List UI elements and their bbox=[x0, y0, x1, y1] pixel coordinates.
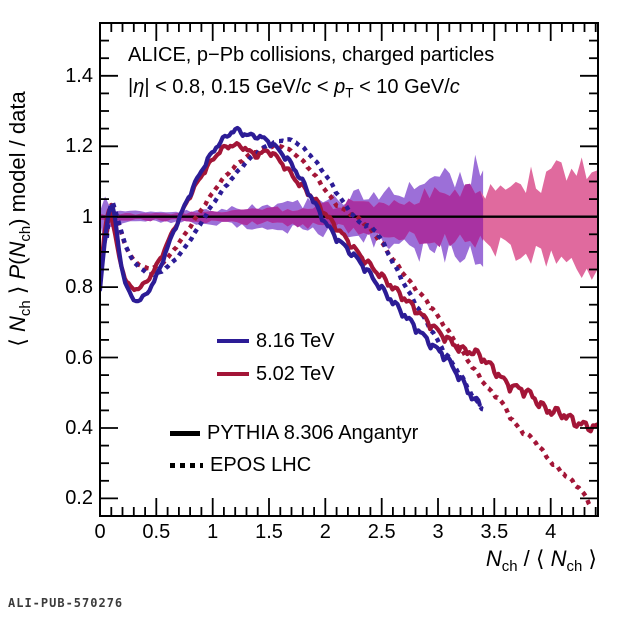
axis-ticks bbox=[100, 23, 598, 516]
legend-line-8.16-tev bbox=[217, 338, 249, 344]
y-tick-label: 0.6 bbox=[65, 346, 93, 369]
x-tick-label: 4 bbox=[545, 521, 557, 543]
legend-entry-pythia: PYTHIA 8.306 Angantyr bbox=[170, 422, 418, 444]
y-tick-label: 0.2 bbox=[65, 487, 93, 510]
curve-epos-lhc-8.16-tev bbox=[104, 137, 484, 412]
y-tick-label: 1.2 bbox=[65, 135, 93, 158]
y-tick-label: 1 bbox=[81, 205, 93, 228]
curve-pythia-8.306-angantyr-5.02-tev bbox=[101, 141, 597, 434]
x-tick-label: 3 bbox=[432, 521, 444, 543]
y-tick-label: 0.4 bbox=[65, 416, 93, 439]
legend-entry-5.02-tev: 5.02 TeV bbox=[217, 363, 335, 385]
plot-annotation-kinematics: |η| < 0.8, 0.15 GeV/c < pT < 10 GeV/c bbox=[128, 76, 460, 101]
x-tick-label: 2.5 bbox=[367, 521, 396, 543]
x-tick-label: 1 bbox=[207, 521, 219, 543]
curve-epos-lhc-5.02-tev bbox=[104, 143, 593, 507]
legend-entry-8.16-tev: 8.16 TeV bbox=[217, 330, 335, 352]
legend-label: EPOS LHC bbox=[210, 453, 312, 476]
x-tick-label: 0 bbox=[94, 521, 106, 543]
legend-line-dotted bbox=[170, 462, 203, 468]
legend-line-solid bbox=[170, 430, 200, 436]
x-tick-label: 2 bbox=[319, 521, 331, 543]
x-tick-label: 1.5 bbox=[255, 521, 283, 543]
x-tick-label: 3.5 bbox=[480, 521, 509, 543]
legend-entry-epos: EPOS LHC bbox=[170, 454, 311, 476]
x-tick-label: 0.5 bbox=[142, 521, 171, 543]
legend-line-5.02-tev bbox=[217, 371, 249, 377]
plot-content bbox=[101, 125, 597, 507]
y-tick-label: 1.4 bbox=[65, 64, 93, 87]
legend-label: 5.02 TeV bbox=[256, 362, 335, 385]
legend-label: PYTHIA 8.306 Angantyr bbox=[207, 421, 419, 444]
legend-label: 8.16 TeV bbox=[256, 329, 335, 352]
y-tick-label: 0.8 bbox=[65, 276, 93, 299]
curve-pythia-8.306-angantyr-8.16-tev bbox=[101, 125, 482, 407]
figure-watermark-id: ALI-PUB-570276 bbox=[8, 596, 124, 610]
plot-annotation-system: ALICE, p−Pb collisions, charged particle… bbox=[128, 44, 495, 66]
x-axis-title: Nch / ⟨ Nch ⟩ bbox=[485, 546, 597, 575]
